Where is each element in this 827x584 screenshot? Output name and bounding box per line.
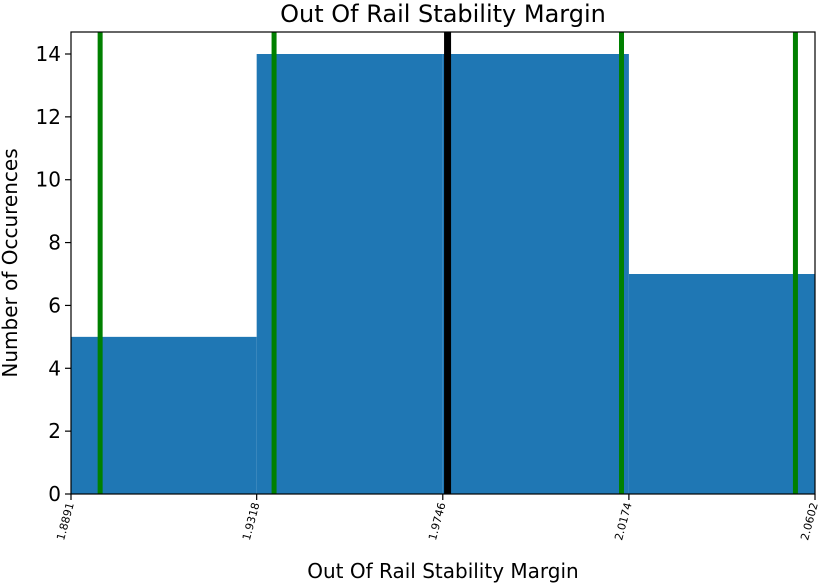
y-tick-label: 6	[48, 293, 61, 317]
x-ticks-layer: 1.8891 1.9318 1.9746 2.0174 2.0602	[54, 494, 821, 542]
y-tick-label: 2	[48, 419, 61, 443]
y-ticks-layer: 0 2 4 6 8 10 12 14	[36, 42, 71, 506]
x-tick-label: 1.9746	[426, 501, 449, 542]
x-tick-label: 2.0174	[612, 501, 635, 542]
y-tick-label: 14	[36, 42, 61, 66]
histogram-bar	[628, 274, 815, 494]
x-tick-label: 1.9318	[240, 501, 263, 542]
y-tick-label: 12	[36, 105, 61, 129]
bars-layer	[71, 54, 815, 494]
y-axis-label: Number of Occurences	[0, 148, 22, 377]
y-tick-label: 8	[48, 231, 61, 255]
y-tick-label: 10	[36, 168, 61, 192]
histogram-bar	[442, 54, 629, 494]
x-tick-label: 1.8891	[54, 501, 77, 542]
histogram-bar	[256, 54, 443, 494]
y-tick-label: 4	[48, 356, 61, 380]
y-tick-label: 0	[48, 482, 61, 506]
vertical-lines-layer	[97, 32, 798, 494]
x-tick-label: 2.0602	[798, 501, 821, 542]
x-axis-label: Out Of Rail Stability Margin	[307, 559, 578, 583]
chart-title: Out Of Rail Stability Margin	[280, 0, 606, 28]
